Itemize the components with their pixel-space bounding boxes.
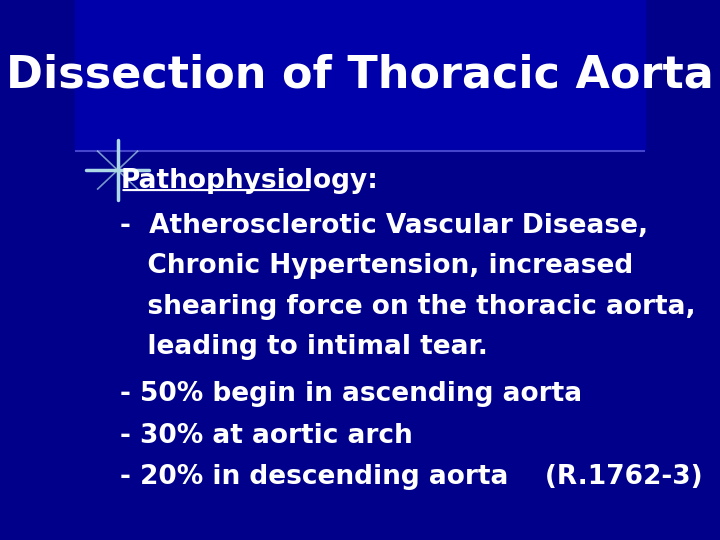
Text: - 50% begin in ascending aorta: - 50% begin in ascending aorta: [120, 381, 582, 407]
Text: Chronic Hypertension, increased: Chronic Hypertension, increased: [120, 253, 634, 279]
Text: -  Atherosclerotic Vascular Disease,: - Atherosclerotic Vascular Disease,: [120, 213, 649, 239]
Bar: [75, 151, 645, 540]
Text: Dissection of Thoracic Aorta: Dissection of Thoracic Aorta: [6, 53, 714, 96]
Text: Pathophysiology:: Pathophysiology:: [120, 168, 379, 194]
Bar: [75, 0, 645, 151]
Text: leading to intimal tear.: leading to intimal tear.: [120, 334, 488, 360]
Text: - 20% in descending aorta    (R.1762-3): - 20% in descending aorta (R.1762-3): [120, 464, 703, 490]
Text: - 30% at aortic arch: - 30% at aortic arch: [120, 423, 413, 449]
Text: shearing force on the thoracic aorta,: shearing force on the thoracic aorta,: [120, 294, 696, 320]
